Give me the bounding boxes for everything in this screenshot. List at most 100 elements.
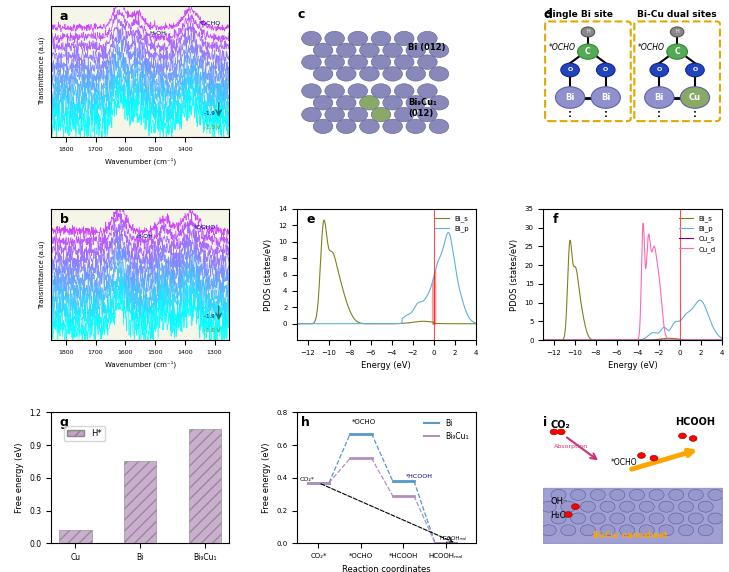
Circle shape bbox=[406, 119, 426, 134]
Bi_s bbox=[712, 337, 721, 344]
Text: O: O bbox=[693, 67, 698, 73]
Circle shape bbox=[564, 512, 572, 518]
Text: *OCHO: *OCHO bbox=[194, 225, 216, 230]
Cu_s bbox=[712, 337, 721, 344]
Text: CO₂*: CO₂* bbox=[300, 477, 314, 482]
Circle shape bbox=[620, 501, 635, 512]
Circle shape bbox=[577, 44, 599, 59]
Text: O: O bbox=[657, 67, 662, 73]
Bi_p bbox=[471, 320, 480, 327]
Bi_p bbox=[712, 329, 721, 336]
Circle shape bbox=[561, 525, 576, 536]
Circle shape bbox=[679, 433, 687, 439]
Circle shape bbox=[629, 513, 644, 524]
Bi_p bbox=[717, 335, 726, 341]
Legend: Bi, Bi₉Cu₁: Bi, Bi₉Cu₁ bbox=[421, 416, 472, 444]
Circle shape bbox=[571, 490, 585, 500]
Bi_p bbox=[293, 320, 302, 327]
Circle shape bbox=[639, 525, 655, 536]
Y-axis label: Transmittance (a.u): Transmittance (a.u) bbox=[39, 240, 45, 309]
Text: i: i bbox=[543, 416, 547, 429]
Circle shape bbox=[644, 87, 674, 108]
Circle shape bbox=[371, 84, 391, 98]
Text: HCOOHₘₐₗ: HCOOHₘₐₗ bbox=[440, 536, 467, 541]
Circle shape bbox=[394, 84, 414, 98]
Circle shape bbox=[336, 119, 356, 134]
Legend: Bi_s, Bi_p, Cu_s, Cu_d: Bi_s, Bi_p, Cu_s, Cu_d bbox=[676, 212, 718, 256]
Circle shape bbox=[555, 87, 585, 108]
Cu_d bbox=[621, 337, 630, 344]
Bi_p bbox=[548, 337, 557, 344]
Circle shape bbox=[590, 513, 605, 524]
Circle shape bbox=[551, 513, 566, 524]
X-axis label: Energy (eV): Energy (eV) bbox=[608, 362, 658, 371]
Bi_p bbox=[375, 320, 383, 327]
Circle shape bbox=[394, 31, 414, 46]
Text: *OCHO: *OCHO bbox=[611, 458, 638, 467]
Circle shape bbox=[348, 55, 367, 69]
Circle shape bbox=[600, 501, 615, 512]
Circle shape bbox=[659, 525, 674, 536]
X-axis label: Wavenumber (cm⁻¹): Wavenumber (cm⁻¹) bbox=[105, 360, 176, 368]
Bi_p bbox=[466, 316, 475, 323]
Circle shape bbox=[600, 525, 615, 536]
Circle shape bbox=[348, 108, 367, 122]
Cu_d bbox=[539, 337, 547, 344]
Cu_d bbox=[679, 337, 688, 344]
Cu_d bbox=[712, 337, 721, 344]
Circle shape bbox=[581, 27, 595, 37]
Circle shape bbox=[359, 67, 379, 81]
Cu_s bbox=[621, 337, 630, 344]
Circle shape bbox=[418, 55, 437, 69]
Circle shape bbox=[336, 43, 356, 58]
Circle shape bbox=[620, 525, 635, 536]
Circle shape bbox=[302, 84, 321, 98]
Cu_s bbox=[548, 337, 557, 344]
Text: a: a bbox=[60, 10, 69, 23]
Bi_s bbox=[302, 320, 311, 327]
Bi_p bbox=[380, 320, 389, 327]
Cu_d bbox=[717, 337, 726, 344]
Bi_p bbox=[433, 259, 442, 266]
Circle shape bbox=[550, 429, 558, 435]
Text: HCOOH: HCOOH bbox=[675, 418, 715, 427]
Bar bbox=[189, 428, 222, 543]
Bi_p bbox=[679, 313, 688, 320]
Text: Bi: Bi bbox=[655, 93, 664, 102]
Bi_p bbox=[466, 316, 475, 323]
Circle shape bbox=[680, 87, 709, 108]
Text: H: H bbox=[675, 29, 679, 34]
X-axis label: Energy (eV): Energy (eV) bbox=[362, 362, 411, 371]
Circle shape bbox=[348, 31, 367, 46]
Circle shape bbox=[383, 43, 402, 58]
Circle shape bbox=[383, 119, 402, 134]
Circle shape bbox=[679, 525, 693, 536]
Circle shape bbox=[394, 108, 414, 122]
Line: Bi_p: Bi_p bbox=[297, 233, 475, 324]
Circle shape bbox=[689, 436, 697, 442]
Circle shape bbox=[313, 67, 333, 81]
Legend: H*: H* bbox=[64, 426, 105, 441]
Circle shape bbox=[302, 31, 321, 46]
Circle shape bbox=[551, 490, 566, 500]
Circle shape bbox=[359, 119, 379, 134]
Circle shape bbox=[649, 513, 664, 524]
Text: Bi-Cu dual sites: Bi-Cu dual sites bbox=[637, 10, 717, 19]
Text: h: h bbox=[301, 416, 310, 429]
Text: C: C bbox=[585, 47, 590, 56]
Circle shape bbox=[686, 63, 704, 77]
Circle shape bbox=[688, 490, 703, 500]
Circle shape bbox=[371, 108, 391, 122]
Cu_d bbox=[639, 220, 647, 227]
Text: d: d bbox=[543, 9, 552, 21]
Circle shape bbox=[698, 501, 713, 512]
Text: f: f bbox=[553, 213, 558, 226]
Text: *OCHO: *OCHO bbox=[638, 43, 665, 52]
Circle shape bbox=[668, 513, 684, 524]
Cu_s bbox=[712, 337, 721, 344]
Circle shape bbox=[359, 96, 379, 110]
Circle shape bbox=[679, 501, 693, 512]
Circle shape bbox=[383, 67, 402, 81]
Circle shape bbox=[650, 63, 668, 77]
Circle shape bbox=[313, 119, 333, 134]
